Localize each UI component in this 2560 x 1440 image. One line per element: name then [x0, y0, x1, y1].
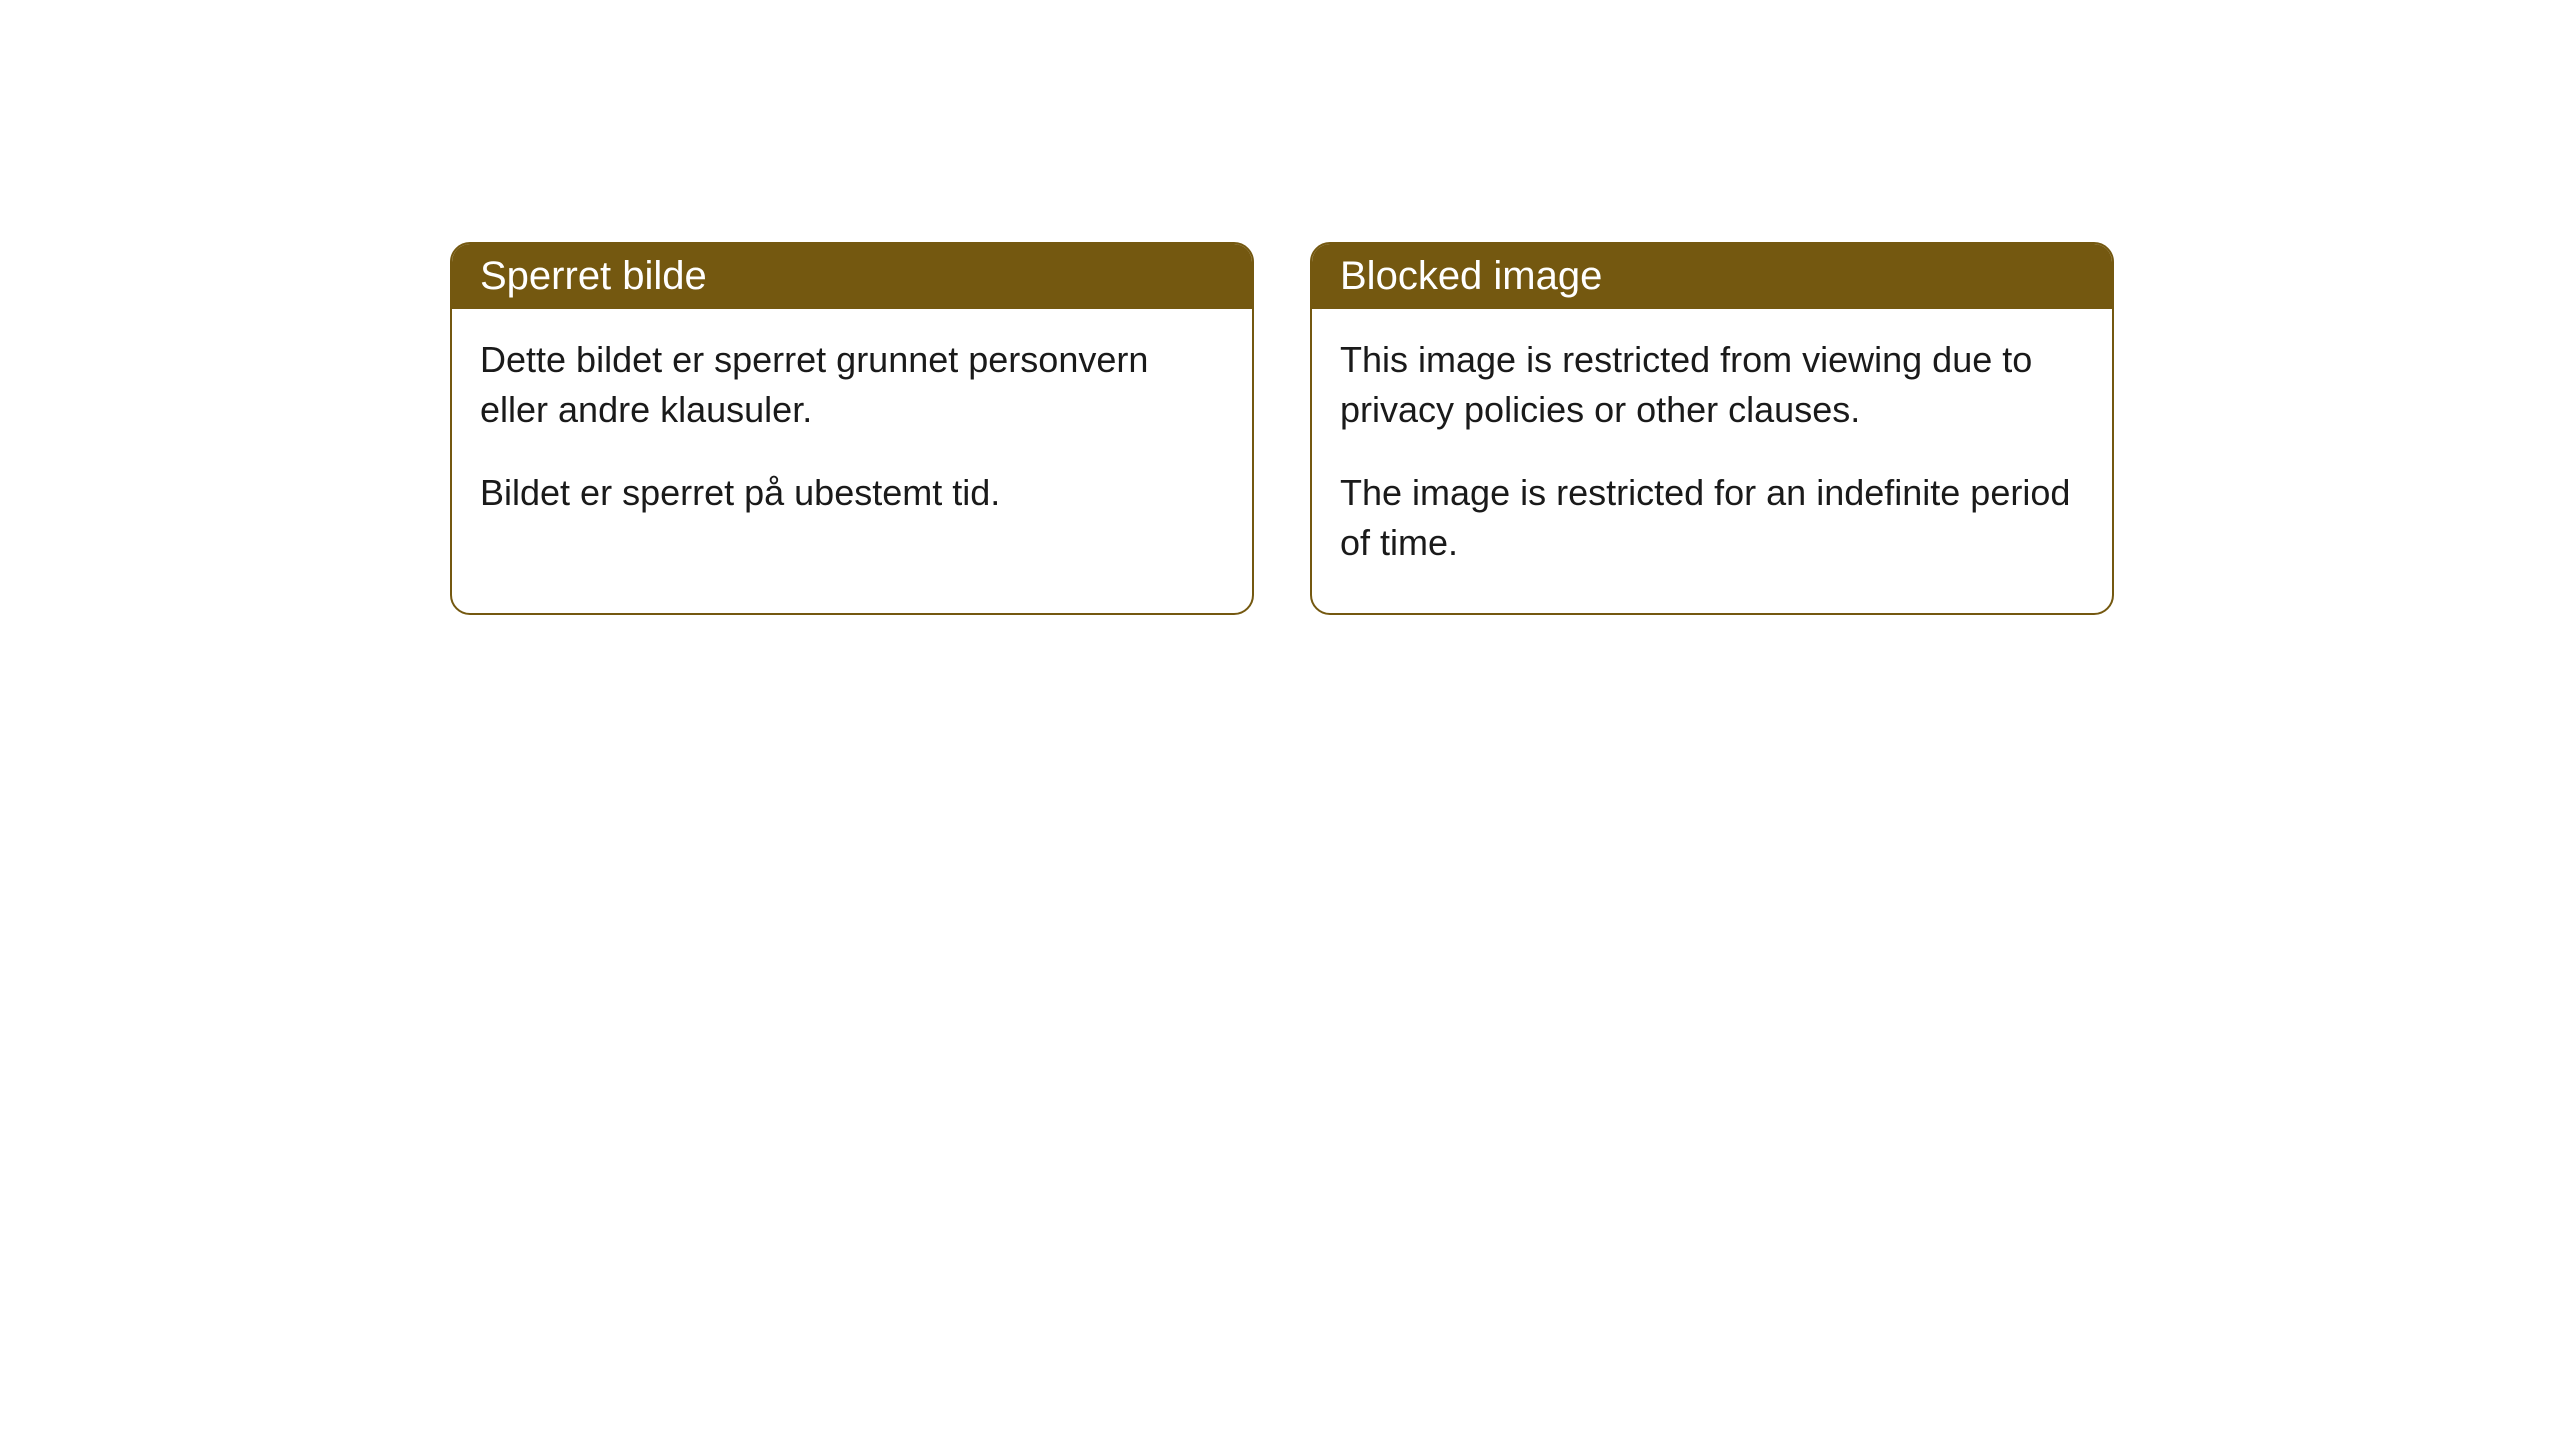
card-title: Sperret bilde — [480, 254, 707, 298]
cards-container: Sperret bilde Dette bildet er sperret gr… — [0, 0, 2560, 615]
card-body: This image is restricted from viewing du… — [1312, 309, 2112, 613]
card-paragraph: Bildet er sperret på ubestemt tid. — [480, 468, 1224, 518]
card-header: Sperret bilde — [452, 244, 1252, 309]
card-title: Blocked image — [1340, 254, 1602, 298]
card-body: Dette bildet er sperret grunnet personve… — [452, 309, 1252, 562]
card-paragraph: This image is restricted from viewing du… — [1340, 335, 2084, 436]
card-paragraph: The image is restricted for an indefinit… — [1340, 468, 2084, 569]
card-paragraph: Dette bildet er sperret grunnet personve… — [480, 335, 1224, 436]
card-header: Blocked image — [1312, 244, 2112, 309]
blocked-image-card-english: Blocked image This image is restricted f… — [1310, 242, 2114, 615]
blocked-image-card-norwegian: Sperret bilde Dette bildet er sperret gr… — [450, 242, 1254, 615]
